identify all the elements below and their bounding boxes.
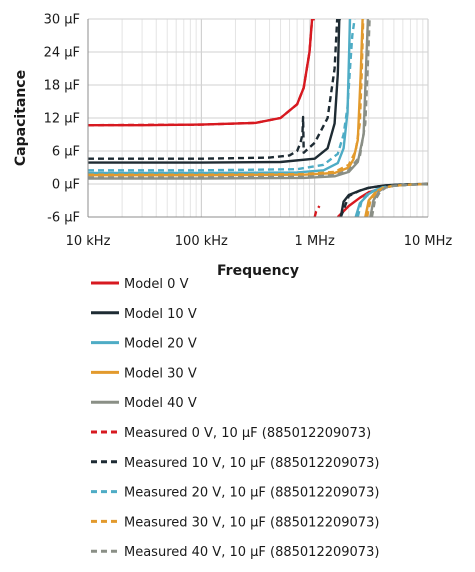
series-line-6-upper-branch	[339, 182, 428, 217]
y-axis-title: Capacitance	[13, 70, 29, 166]
series-line-9-upper-branch	[370, 182, 428, 217]
x-tick-label: 100 kHz	[175, 234, 228, 249]
series-line-6	[88, 19, 339, 160]
legend-label: Model 30 V	[124, 366, 197, 381]
legend-label: Model 10 V	[124, 307, 197, 322]
y-tick-label: 18 µF	[44, 79, 80, 94]
legend-label: Measured 10 V, 10 µF (885012209073)	[124, 456, 379, 471]
legend-label: Measured 30 V, 10 µF (885012209073)	[124, 515, 379, 530]
series-line-7	[88, 19, 356, 172]
y-tick-label: 30 µF	[44, 13, 80, 28]
series-line-5-upper-branch	[313, 205, 321, 217]
x-tick-label: 1 MHz	[295, 234, 335, 249]
legend-label: Model 40 V	[124, 396, 197, 411]
y-tick-label: 0 µF	[52, 178, 80, 193]
series-line-1	[88, 19, 341, 164]
legend-label: Model 20 V	[124, 337, 197, 352]
series-line-8-upper-branch	[365, 182, 428, 217]
axes: -6 µF 0 µF 6 µF 12 µF 18 µF 24 µF 30 µF 10 kHz 1…	[44, 13, 453, 250]
series-lines	[88, 19, 428, 217]
series-line-8	[88, 19, 365, 176]
legend-label: Measured 20 V, 10 µF (885012209073)	[124, 486, 379, 501]
x-tick-label: 10 kHz	[66, 234, 111, 249]
series-line-4	[88, 19, 370, 180]
series-line-9	[88, 19, 371, 179]
series-line-5	[88, 19, 315, 127]
legend-label: Measured 0 V, 10 µF (885012209073)	[124, 426, 371, 441]
legend: Model 0 V Model 10 V Model 20 V Model 30 V M…	[91, 277, 379, 560]
legend-label: Measured 40 V, 10 µF (885012209073)	[124, 545, 379, 560]
y-tick-label: -6 µF	[47, 211, 80, 226]
series-line-2	[88, 19, 352, 175]
y-tick-label: 12 µF	[44, 112, 80, 127]
x-tick-label: 10 MHz	[404, 234, 453, 249]
x-axis-title: Frequency	[217, 263, 299, 279]
y-tick-label: 24 µF	[44, 46, 80, 61]
y-tick-label: 6 µF	[52, 145, 80, 160]
legend-label: Model 0 V	[124, 277, 189, 292]
